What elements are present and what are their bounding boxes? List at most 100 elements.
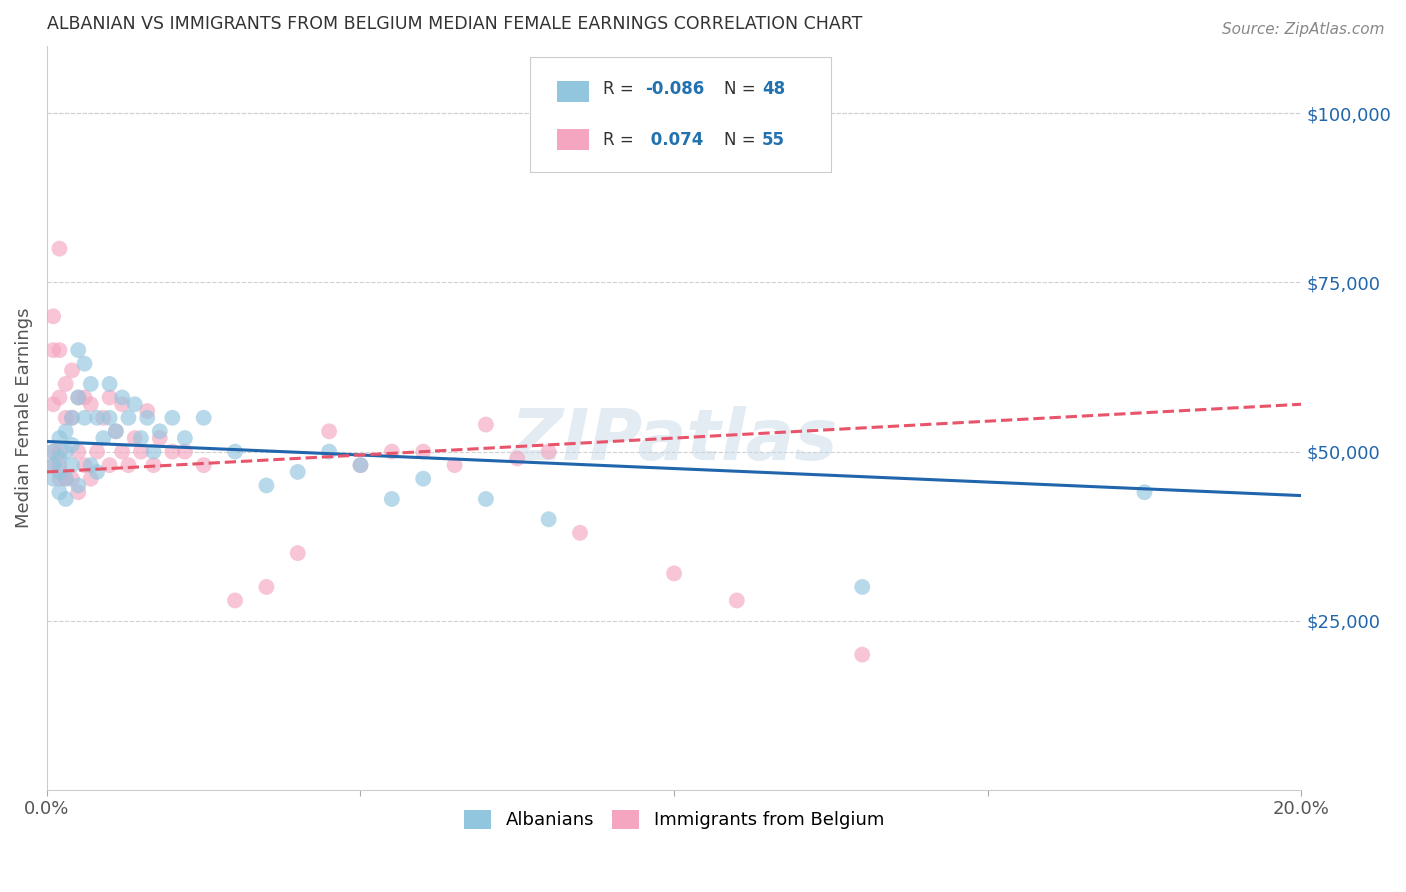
Point (48, 465, 70, 479)
Point (48, 431, 70, 445)
Point (86, 410, 108, 425)
Point (124, 397, 146, 411)
Point (537, 444, 560, 458)
Point (55, 444, 77, 458)
Point (725, 593, 748, 607)
Point (662, 566, 685, 581)
Point (55, 472, 77, 486)
Point (142, 444, 165, 458)
Point (851, 580, 873, 594)
Point (60, 410, 83, 425)
Point (381, 444, 404, 458)
Point (67, 391, 90, 405)
Point (60, 438, 83, 452)
Point (443, 458, 465, 472)
Point (48, 343, 70, 358)
Point (48, 444, 70, 458)
Point (42, 310, 65, 324)
Point (124, 431, 146, 445)
Point (91, 410, 114, 425)
Point (254, 580, 277, 594)
Point (42, 444, 65, 458)
Point (349, 458, 371, 472)
Point (111, 391, 134, 405)
Point (149, 431, 172, 445)
Point (98, 410, 121, 425)
Point (162, 444, 184, 458)
Point (91, 431, 114, 445)
Point (173, 431, 195, 445)
Point (60, 458, 83, 472)
Point (98, 458, 121, 472)
Point (42, 458, 65, 472)
Text: 48: 48 (762, 80, 785, 98)
Point (48, 485, 70, 500)
Point (67, 478, 90, 492)
Point (173, 444, 195, 458)
Point (475, 417, 498, 432)
Point (55, 472, 77, 486)
Point (42, 472, 65, 486)
Point (136, 410, 159, 425)
Point (129, 444, 152, 458)
Point (80, 397, 103, 411)
FancyBboxPatch shape (530, 57, 831, 172)
Point (55, 425, 77, 439)
Point (42, 343, 65, 358)
Point (73, 458, 96, 472)
Point (86, 444, 108, 458)
Point (80, 458, 103, 472)
Point (224, 444, 246, 458)
Point (98, 391, 121, 405)
Text: N =: N = (724, 130, 761, 149)
Point (48, 391, 70, 405)
Point (60, 363, 83, 377)
Point (318, 444, 340, 458)
Point (48, 458, 70, 472)
Text: ZIPatlas: ZIPatlas (510, 406, 838, 475)
Point (42, 458, 65, 472)
Point (537, 512, 560, 526)
Point (318, 425, 340, 439)
Point (1133, 485, 1156, 500)
Point (80, 376, 103, 391)
Legend: Albanians, Immigrants from Belgium: Albanians, Immigrants from Belgium (457, 803, 891, 837)
Text: 55: 55 (762, 130, 785, 149)
Point (67, 343, 90, 358)
Text: R =: R = (603, 130, 638, 149)
Point (67, 391, 90, 405)
Point (60, 410, 83, 425)
Point (55, 410, 77, 425)
Point (412, 472, 434, 486)
Point (42, 397, 65, 411)
Point (569, 525, 592, 540)
Point (73, 357, 96, 371)
FancyBboxPatch shape (557, 81, 589, 102)
Point (851, 648, 873, 662)
Point (98, 376, 121, 391)
Point (412, 444, 434, 458)
Point (86, 465, 108, 479)
Point (117, 410, 139, 425)
Point (67, 485, 90, 500)
Point (55, 376, 77, 391)
Point (193, 410, 215, 425)
Text: -0.086: -0.086 (645, 80, 704, 98)
Point (193, 458, 215, 472)
Point (287, 465, 309, 479)
Point (349, 458, 371, 472)
Point (111, 397, 134, 411)
Point (80, 472, 103, 486)
Point (48, 451, 70, 466)
Point (162, 410, 184, 425)
Point (67, 444, 90, 458)
Point (224, 593, 246, 607)
Point (381, 491, 404, 506)
Point (48, 472, 70, 486)
Point (506, 451, 529, 466)
Point (73, 391, 96, 405)
Point (287, 546, 309, 560)
Point (55, 491, 77, 506)
Text: N =: N = (724, 80, 761, 98)
FancyBboxPatch shape (557, 129, 589, 150)
